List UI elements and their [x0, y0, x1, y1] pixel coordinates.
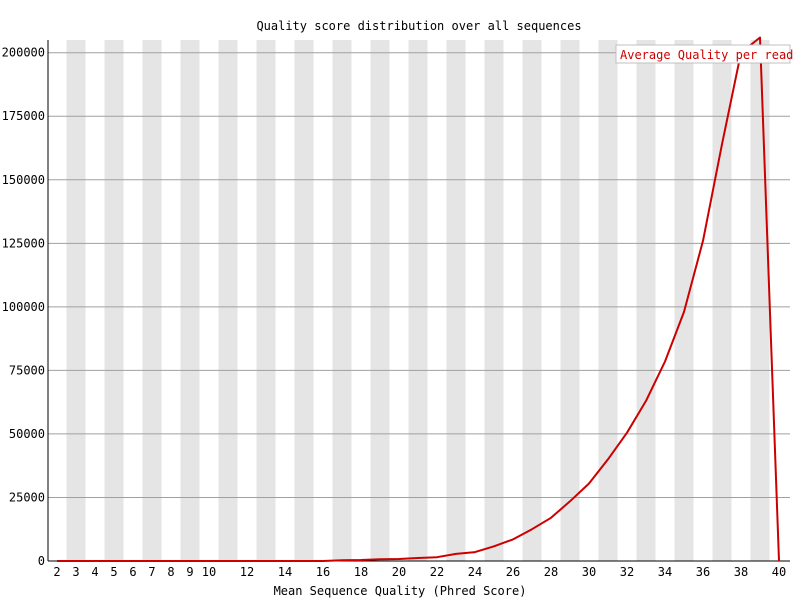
x-tick-label: 3 — [72, 565, 79, 579]
x-tick-label: 10 — [202, 565, 216, 579]
background-stripe — [598, 40, 618, 561]
background-stripe — [218, 40, 238, 561]
horizontal-gridlines — [48, 52, 790, 498]
x-tick-label: 38 — [734, 565, 748, 579]
x-tick-label: 4 — [91, 565, 98, 579]
x-tick-label: 12 — [240, 565, 254, 579]
legend-entry-average-quality-per-read: Average Quality per read — [620, 48, 793, 62]
y-tick-labels: 0 25000 50000 75000 100000 125000 150000 175000… — [2, 46, 45, 568]
x-tick-label: 7 — [148, 565, 155, 579]
x-tick-label: 34 — [658, 565, 672, 579]
chart-title: Quality score distribution over all sequ… — [256, 19, 581, 33]
background-stripe — [256, 40, 276, 561]
background-stripe — [104, 40, 124, 561]
x-tick-label: 20 — [392, 565, 406, 579]
y-tick-label: 50000 — [9, 427, 45, 441]
x-tick-label: 30 — [582, 565, 596, 579]
legend-box — [615, 44, 791, 64]
background-stripe — [370, 40, 390, 561]
background-stripe — [332, 40, 352, 561]
background-stripe — [142, 40, 162, 561]
background-stripe — [636, 40, 656, 561]
background-stripe — [66, 40, 86, 561]
y-tick-label: 200000 — [2, 46, 45, 60]
x-axis-label: Mean Sequence Quality (Phred Score) — [274, 584, 527, 598]
x-tick-label: 36 — [696, 565, 710, 579]
y-tick-label: 175000 — [2, 109, 45, 123]
x-tick-label: 18 — [354, 565, 368, 579]
x-tick-label: 5 — [110, 565, 117, 579]
background-stripes — [66, 40, 770, 561]
y-tick-label: 100000 — [2, 300, 45, 314]
y-tick-label: 150000 — [2, 173, 45, 187]
background-stripe — [294, 40, 314, 561]
y-tick-label: 75000 — [9, 363, 45, 377]
background-stripe — [446, 40, 466, 561]
x-tick-label: 2 — [53, 565, 60, 579]
x-tick-label: 40 — [772, 565, 786, 579]
x-tick-label: 22 — [430, 565, 444, 579]
background-stripe — [180, 40, 200, 561]
legend: Average Quality per read — [615, 44, 793, 64]
series-layer — [57, 36, 780, 562]
x-tick-label: 9 — [186, 565, 193, 579]
x-tick-label: 26 — [506, 565, 520, 579]
x-tick-label: 24 — [468, 565, 482, 579]
background-stripe — [712, 40, 732, 561]
x-tick-label: 28 — [544, 565, 558, 579]
background-stripe — [674, 40, 694, 561]
series-line — [57, 36, 780, 562]
x-tick-labels: 2 3 4 5 6 7 8 9 10 12 14 16 18 20 22 24 26 28 30 32 34 36 38 40 — [53, 565, 786, 579]
x-tick-label: 16 — [316, 565, 330, 579]
x-tick-label: 6 — [129, 565, 136, 579]
x-tick-label: 32 — [620, 565, 634, 579]
y-tick-label: 25000 — [9, 490, 45, 504]
background-stripe — [560, 40, 580, 561]
background-stripe — [750, 40, 770, 561]
background-stripe — [522, 40, 542, 561]
background-stripe — [408, 40, 428, 561]
background-stripe — [484, 40, 504, 561]
x-tick-label: 14 — [278, 565, 292, 579]
y-tick-label: 0 — [38, 554, 45, 568]
x-tick-label: 8 — [167, 565, 174, 579]
y-tick-label: 125000 — [2, 236, 45, 250]
